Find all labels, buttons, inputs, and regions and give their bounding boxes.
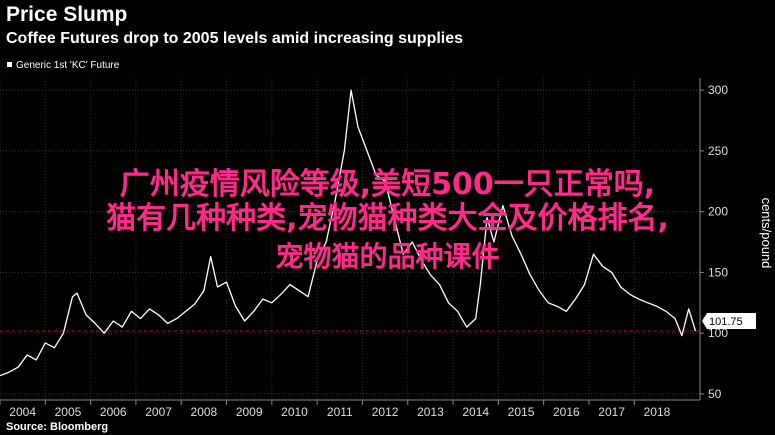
last-value-label: 101.75 — [709, 316, 743, 328]
y-tick-label: 150 — [708, 265, 728, 279]
x-tick-label: 2007 — [145, 405, 172, 419]
x-tick-label: 2008 — [191, 405, 218, 419]
x-tick-label: 2010 — [281, 405, 308, 419]
y-axis-label: cents/pound — [759, 198, 774, 269]
y-tick-label: 250 — [708, 144, 728, 158]
chart-subtitle: Coffee Futures drop to 2005 levels amid … — [6, 30, 464, 47]
x-tick-label: 2015 — [508, 405, 535, 419]
y-tick-label: 100 — [708, 326, 728, 340]
overlay-line-1: 广州疫情风险等级,美短500一只正常吗, — [119, 167, 656, 202]
overlay-line-2: 猫有几种种类,宠物猫种类大全及价格排名, — [106, 201, 669, 236]
series-line-kc-future — [0, 89, 697, 377]
y-tick-label: 50 — [708, 387, 722, 401]
x-tick-label: 2014 — [462, 405, 489, 419]
x-tick-label: 2017 — [598, 405, 625, 419]
legend-swatch — [7, 62, 12, 67]
x-tick-label: 2009 — [236, 405, 263, 419]
x-tick-label: 2018 — [644, 405, 671, 419]
x-tick-label: 2013 — [417, 405, 444, 419]
x-tick-label: 2016 — [553, 405, 580, 419]
overlay-line-3: 宠物猫的品种课件 — [275, 240, 500, 273]
legend-label: Generic 1st 'KC' Future — [16, 60, 120, 71]
source-note: Source: Bloomberg — [6, 421, 109, 433]
y-tick-label: 300 — [708, 83, 728, 97]
chart-title: Price Slump — [6, 3, 128, 26]
x-tick-label: 2012 — [372, 405, 399, 419]
x-tick-label: 2004 — [9, 405, 36, 419]
x-tick-label: 2011 — [327, 405, 353, 419]
last-value-badge — [702, 313, 756, 329]
x-tick-label: 2006 — [100, 405, 127, 419]
y-tick-label: 200 — [708, 205, 728, 219]
x-tick-label: 2005 — [55, 405, 82, 419]
